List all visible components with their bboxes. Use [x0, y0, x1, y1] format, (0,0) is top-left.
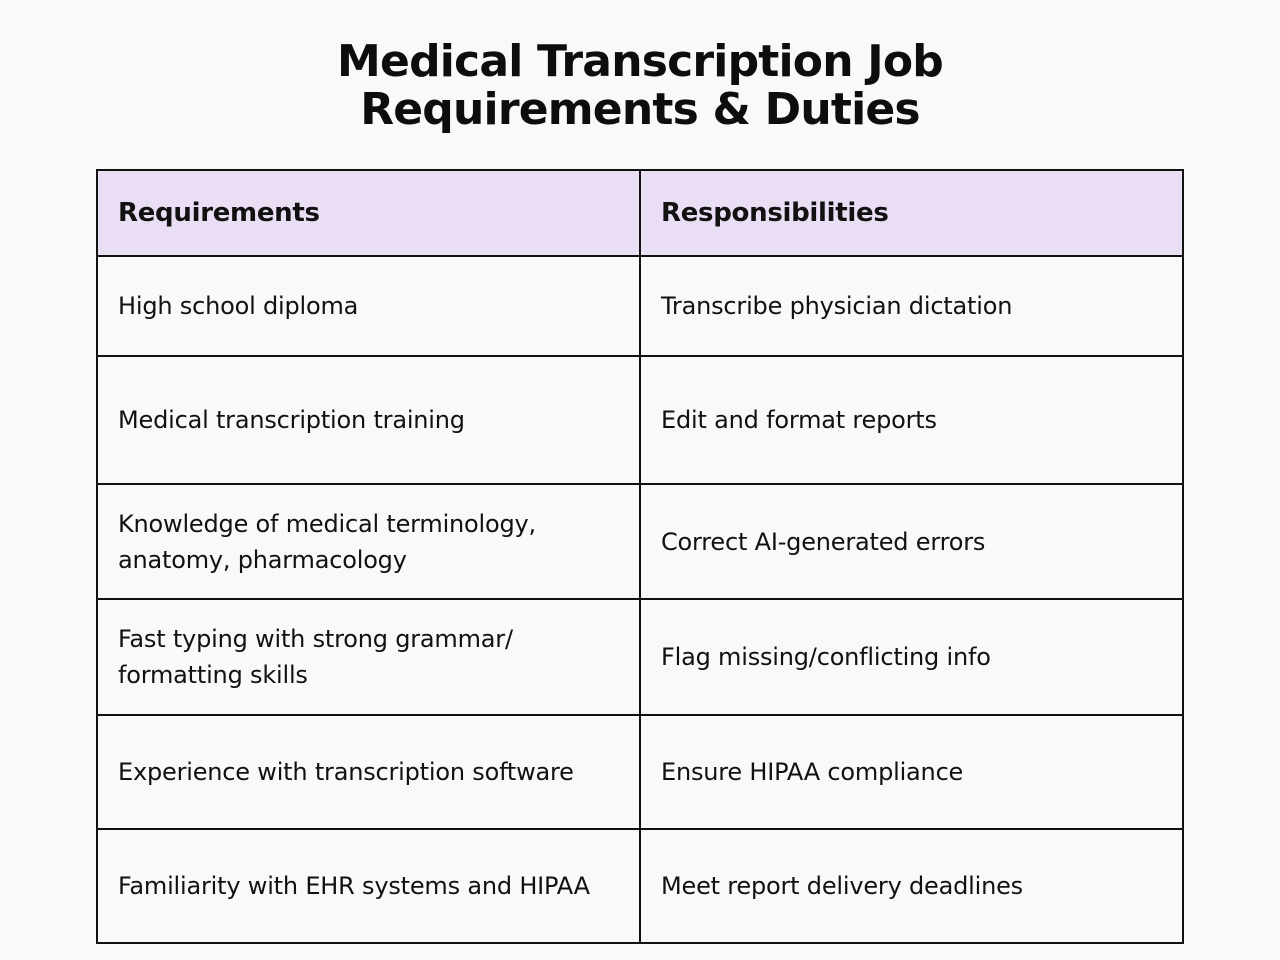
table-row: Experience with transcription software E… — [96, 714, 1184, 830]
table-row: Knowledge of medical terminology, anatom… — [96, 483, 1184, 600]
requirements-duties-table: Requirements Responsibilities High schoo… — [96, 169, 1184, 944]
table-row: Medical transcription training Edit and … — [96, 355, 1184, 485]
responsibility-cell: Flag missing/conflicting info — [639, 598, 1184, 716]
page-title: Medical Transcription Job Requirements &… — [0, 38, 1280, 134]
requirement-cell: Knowledge of medical terminology, anatom… — [96, 483, 641, 600]
responsibility-cell: Edit and format reports — [639, 355, 1184, 485]
responsibility-cell: Transcribe physician dictation — [639, 255, 1184, 357]
table-header-row: Requirements Responsibilities — [96, 169, 1184, 257]
responsibility-cell: Ensure HIPAA compliance — [639, 714, 1184, 830]
table-row: Fast typing with strong grammar/ formatt… — [96, 598, 1184, 716]
header-responsibilities: Responsibilities — [639, 169, 1184, 257]
page-title-line-1: Medical Transcription Job — [337, 36, 944, 87]
table-row: Familiarity with EHR systems and HIPAA M… — [96, 828, 1184, 944]
responsibility-cell: Meet report delivery deadlines — [639, 828, 1184, 944]
responsibility-cell: Correct AI-generated errors — [639, 483, 1184, 600]
header-requirements: Requirements — [96, 169, 641, 257]
requirement-cell: Fast typing with strong grammar/ formatt… — [96, 598, 641, 716]
table-row: High school diploma Transcribe physician… — [96, 255, 1184, 357]
page-title-line-2: Requirements & Duties — [360, 84, 920, 135]
requirement-cell: Familiarity with EHR systems and HIPAA — [96, 828, 641, 944]
requirement-cell: Experience with transcription software — [96, 714, 641, 830]
requirement-cell: High school diploma — [96, 255, 641, 357]
requirement-cell: Medical transcription training — [96, 355, 641, 485]
